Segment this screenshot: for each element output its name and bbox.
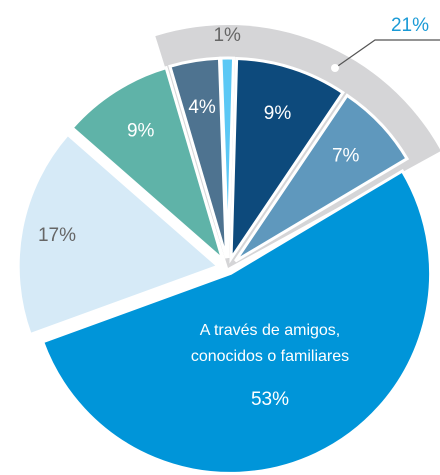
leader-dot [331,64,339,72]
slice [234,93,410,263]
slice [16,132,222,337]
slice [219,56,236,259]
slice [40,168,433,475]
value-label: 7% [332,146,360,167]
leader-line [334,39,440,69]
value-label: 9% [264,103,292,124]
value-label: 4% [188,97,216,118]
category-label: A través de amigos, conocidos o familiar… [190,322,350,365]
group-label: 21% [391,15,429,36]
value-label: 53% [251,389,289,410]
value-label: 17% [38,225,76,246]
slice [229,57,345,264]
slice [70,65,226,265]
value-label: 9% [127,121,155,142]
slice [168,56,228,259]
value-label: 1% [213,25,241,46]
